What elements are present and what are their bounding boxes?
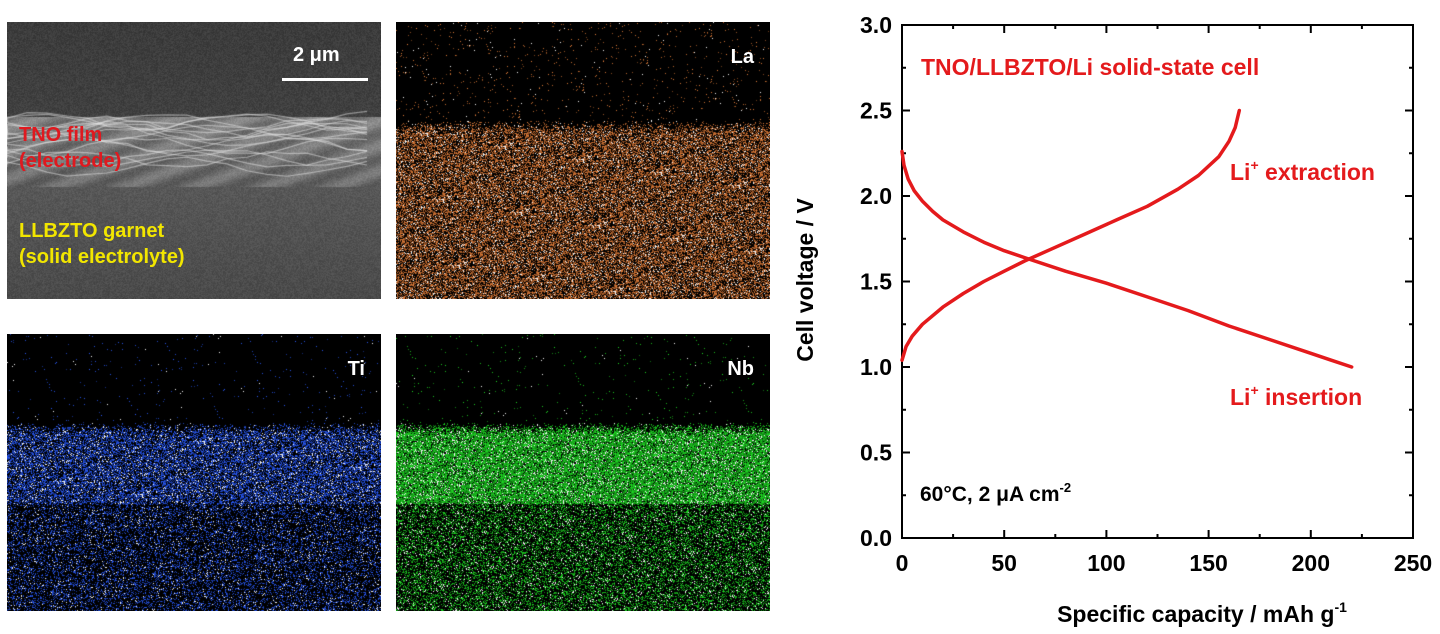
label-li-extraction-sup: + <box>1250 157 1258 173</box>
y-tick-label: 1.0 <box>860 354 892 380</box>
la-map-label: La <box>730 46 754 68</box>
la-map-panel: La <box>396 22 770 299</box>
nb-map-image <box>396 334 770 611</box>
scale-bar <box>282 78 368 81</box>
scale-bar-label: 2 μm <box>293 44 340 66</box>
x-tick-label: 50 <box>991 550 1017 576</box>
plot-border <box>901 24 1414 539</box>
y-tick-label: 2.5 <box>860 98 892 124</box>
nb-map-label: Nb <box>727 358 754 380</box>
tno-film-label-line2: (electrode) <box>19 150 122 172</box>
y-tick-label: 0.0 <box>860 525 892 551</box>
condition-main: 60°C, 2 μA cm <box>920 483 1060 506</box>
llbzto-label-line2: (solid electrolyte) <box>19 246 185 268</box>
voltage-chart: 0 50 100 150 200 250 0.0 0.5 1.0 1.5 2.0 2.5 3.0 TNO… <box>792 12 1432 627</box>
axis-ticks: 0 50 100 150 200 250 0.0 0.5 1.0 1.5 2.0 2.5 3.0 <box>860 12 1432 576</box>
nb-map-panel: Nb <box>396 334 770 611</box>
label-li-insertion-rest: insertion <box>1259 384 1363 410</box>
plot-frame <box>901 24 1414 539</box>
label-li-insertion: Li+ insertion <box>1230 382 1362 410</box>
x-axis-title-main: Specific capacity / mAh g <box>1057 601 1334 627</box>
label-li-extraction-rest: extraction <box>1259 159 1375 185</box>
series-li-insertion-line <box>900 149 1354 369</box>
series-group <box>900 108 1354 369</box>
label-li-insertion-main: Li <box>1230 384 1250 410</box>
tno-film-label: TNO film (electrode) <box>19 122 121 174</box>
y-axis-title: Cell voltage / V <box>792 198 818 362</box>
label-li-extraction-main: Li <box>1230 159 1250 185</box>
x-axis-title-sup: -1 <box>1334 599 1347 615</box>
ti-map-panel: Ti <box>7 334 381 611</box>
sem-image <box>7 22 381 299</box>
x-tick-label: 150 <box>1189 550 1227 576</box>
sem-image-panel: 2 μm TNO film (electrode) LLBZTO garnet … <box>7 22 381 299</box>
condition-label: 60°C, 2 μA cm-2 <box>920 480 1071 506</box>
llbzto-label-line1: LLBZTO garnet <box>19 220 165 242</box>
llbzto-label: LLBZTO garnet (solid electrolyte) <box>19 218 185 270</box>
condition-sup: -2 <box>1060 480 1072 495</box>
series-li-extraction-line <box>900 108 1242 362</box>
ti-map-image <box>7 334 381 611</box>
x-tick-label: 0 <box>896 550 909 576</box>
x-axis-title: Specific capacity / mAh g-1 <box>1057 599 1347 627</box>
x-tick-label: 250 <box>1394 550 1432 576</box>
ti-map-label: Ti <box>347 358 365 380</box>
tno-film-label-line1: TNO film <box>19 124 103 146</box>
x-tick-label: 100 <box>1087 550 1125 576</box>
x-tick-label: 200 <box>1292 550 1330 576</box>
y-tick-label: 0.5 <box>860 440 892 466</box>
y-tick-label: 3.0 <box>860 12 892 38</box>
chart-title: TNO/LLBZTO/Li solid-state cell <box>921 54 1259 80</box>
label-li-extraction: Li+ extraction <box>1230 157 1375 185</box>
label-li-insertion-sup: + <box>1250 382 1258 398</box>
la-map-image <box>396 22 770 299</box>
y-tick-label: 2.0 <box>860 183 892 209</box>
y-tick-label: 1.5 <box>860 269 892 295</box>
